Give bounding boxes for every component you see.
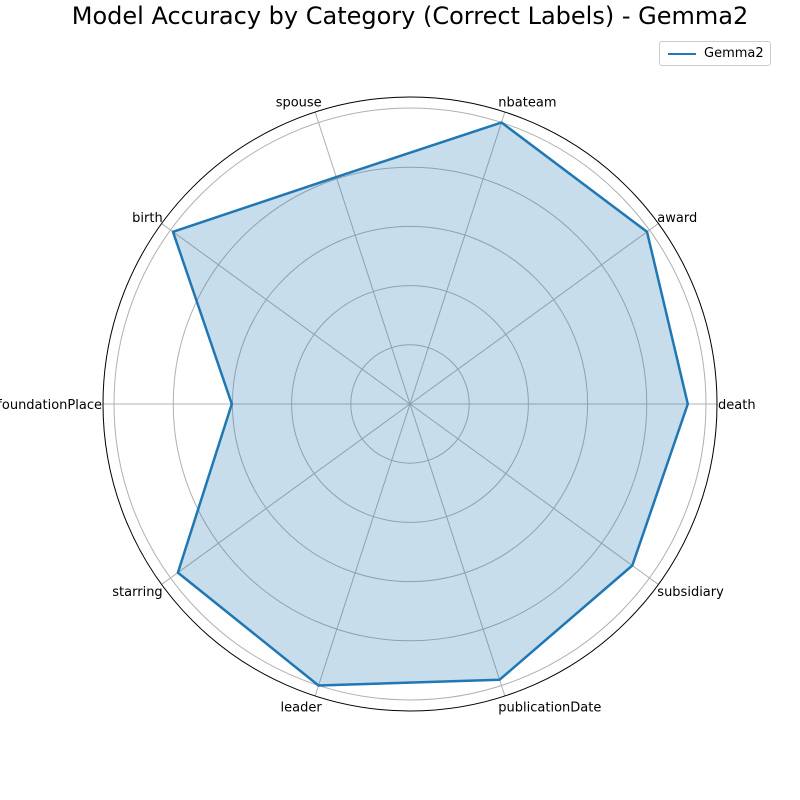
grid-spokes (103, 111, 717, 697)
series-layer (171, 121, 690, 687)
category-labels: death award nbateam spouse birth foundationPl… (0, 96, 756, 716)
category-label-subsidiary: subsidiary (657, 585, 724, 600)
category-label-nbateam: nbateam (498, 96, 556, 111)
grid-spoke-publicationDate (409, 403, 506, 697)
grid-spoke-nbateam (409, 111, 506, 405)
series-line-gemma2 (171, 121, 690, 687)
legend-label-gemma2: Gemma2 (704, 46, 764, 61)
category-label-leader: leader (281, 700, 323, 715)
series-area-gemma2 (173, 122, 688, 686)
category-label-starring: starring (112, 585, 162, 600)
category-label-spouse: spouse (276, 96, 322, 111)
category-label-award: award (657, 211, 697, 226)
grid-spoke-award (409, 223, 659, 405)
legend: Gemma2 (659, 41, 771, 66)
grid-spoke-spouse (314, 111, 411, 405)
grid-spoke-leader (314, 403, 411, 697)
polar-frame (102, 96, 718, 712)
category-label-foundationPlace: foundationPlace (0, 398, 102, 413)
category-label-publicationDate: publicationDate (498, 700, 601, 715)
chart-title: Model Accuracy by Category (Correct Labe… (71, 2, 749, 30)
grid-spoke-subsidiary (409, 403, 659, 585)
grid-spoke-starring (161, 403, 411, 585)
grid-spoke-birth (161, 223, 411, 405)
legend-line-gemma2 (668, 53, 696, 55)
category-label-death: death (718, 398, 756, 413)
category-label-birth: birth (132, 211, 163, 226)
